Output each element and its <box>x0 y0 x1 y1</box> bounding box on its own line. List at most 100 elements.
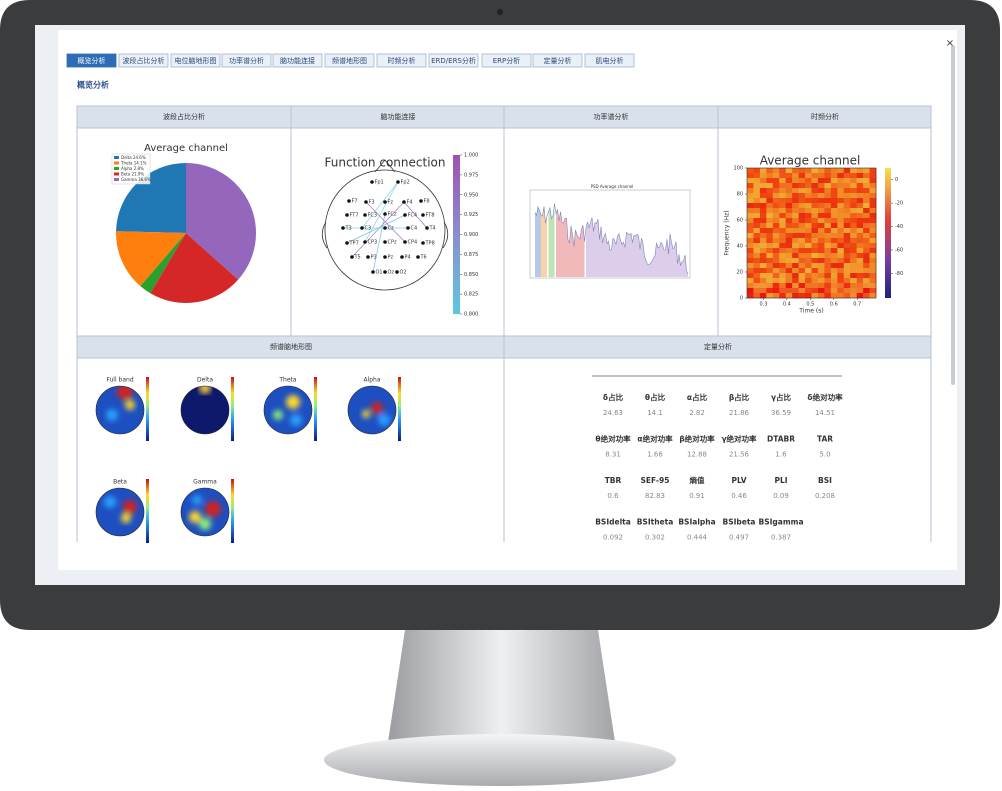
tf-cell <box>766 268 774 274</box>
scrollbar[interactable] <box>951 45 955 385</box>
tf-cell <box>824 173 832 179</box>
tf-cell <box>779 238 786 244</box>
tab-label[interactable]: 波段占比分析 <box>123 56 165 65</box>
tab-label[interactable]: 脑功能连接 <box>280 56 315 65</box>
metric-label: θ绝对功率 <box>595 434 631 444</box>
tf-cell <box>843 258 851 264</box>
electrode <box>366 255 370 259</box>
tf-cell <box>850 293 857 299</box>
electrode-label: FT7 <box>350 213 359 219</box>
tf-cell <box>759 243 767 249</box>
tab[interactable] <box>272 53 323 68</box>
electrode <box>383 240 387 244</box>
tf-cell <box>805 193 812 199</box>
panel-grid <box>76 105 932 542</box>
tf-cell <box>785 288 793 294</box>
tf-cell <box>856 203 864 209</box>
connection-line <box>346 214 406 244</box>
tf-cell <box>792 208 799 214</box>
electrode <box>383 200 387 204</box>
tf-cell <box>850 173 857 179</box>
pie-slice <box>186 163 256 280</box>
tab-label[interactable]: 电位脑地形图 <box>175 56 217 65</box>
metric-label: BSIdelta <box>595 518 631 527</box>
tab[interactable] <box>481 53 532 68</box>
tf-cell <box>772 183 780 189</box>
electrode <box>383 226 387 230</box>
tf-cell <box>843 218 851 224</box>
tf-cell <box>785 178 793 184</box>
tf-cell <box>869 263 877 269</box>
tf-cell <box>856 183 864 189</box>
tab[interactable] <box>221 53 272 68</box>
tab[interactable] <box>376 53 427 68</box>
tf-cell <box>856 193 864 199</box>
tab[interactable] <box>428 53 479 68</box>
tf-cell <box>772 213 780 219</box>
tf-cell <box>843 268 851 274</box>
tf-cell <box>869 173 877 179</box>
electrode <box>363 240 367 244</box>
tf-cell <box>863 273 870 279</box>
tf-cell <box>805 223 812 229</box>
tf-cell <box>843 263 851 269</box>
tf-cell <box>785 283 793 289</box>
tf-cell <box>798 228 806 234</box>
tf-cell <box>837 168 845 174</box>
tab-label[interactable]: 肌电分析 <box>596 56 624 65</box>
tf-cell <box>798 278 806 284</box>
tab-label[interactable]: ERD/ERS分析 <box>431 56 476 65</box>
tf-cell <box>863 268 870 274</box>
legend-swatch <box>114 178 119 181</box>
metric-label: γ绝对功率 <box>721 434 757 444</box>
tf-cell <box>817 293 825 299</box>
tf-cell <box>785 253 793 259</box>
tab[interactable] <box>584 53 635 68</box>
metric-label: 熵值 <box>689 475 705 485</box>
tf-cell <box>869 293 877 299</box>
metric-label: TBR <box>605 476 622 485</box>
electrode-label: FC4 <box>408 213 418 219</box>
tab[interactable] <box>66 53 117 68</box>
tf-cell <box>856 233 864 239</box>
topomap <box>95 385 145 435</box>
tf-cell <box>850 258 857 264</box>
tab[interactable] <box>118 53 169 68</box>
tab[interactable] <box>324 53 375 68</box>
tab-label[interactable]: 功率谱分析 <box>229 56 264 65</box>
tf-cell <box>759 253 767 259</box>
tab-label[interactable]: 定量分析 <box>544 56 572 65</box>
y-tick-label: 60 <box>737 218 743 224</box>
tab[interactable] <box>532 53 583 68</box>
tf-cell <box>779 178 786 184</box>
metric-label: DTABR <box>767 435 795 444</box>
legend-label: Theta 14.1% <box>120 160 147 165</box>
close-button[interactable]: × <box>946 38 954 49</box>
tf-cell <box>863 198 870 204</box>
tf-cell <box>753 248 761 254</box>
colorbar-tick-label: 0.825 <box>464 292 478 298</box>
tf-cell <box>817 288 825 294</box>
topomap-outline <box>180 487 230 537</box>
tf-cell <box>779 253 786 259</box>
tf-cell <box>869 238 877 244</box>
tab-label[interactable]: 概览分析 <box>78 56 106 65</box>
tf-cell <box>805 218 812 224</box>
tf-cell <box>830 238 838 244</box>
tab[interactable] <box>170 53 221 68</box>
tab-label[interactable]: 频谱地形图 <box>332 56 367 65</box>
colorbar-tick-label: -20 <box>895 201 903 207</box>
tf-cell <box>792 293 799 299</box>
tf-cell <box>772 193 780 199</box>
tab-label[interactable]: ERP分析 <box>493 56 521 65</box>
electrode <box>370 180 374 184</box>
metric-label: PLI <box>774 476 787 485</box>
tf-cell <box>779 233 786 239</box>
tf-cell <box>759 273 767 279</box>
tab-label[interactable]: 时频分析 <box>388 56 416 65</box>
tf-cell <box>798 293 806 299</box>
connection-line <box>372 213 386 273</box>
topomap-colorbar <box>398 377 401 441</box>
tf-cell <box>843 188 851 194</box>
tf-cell <box>817 193 825 199</box>
